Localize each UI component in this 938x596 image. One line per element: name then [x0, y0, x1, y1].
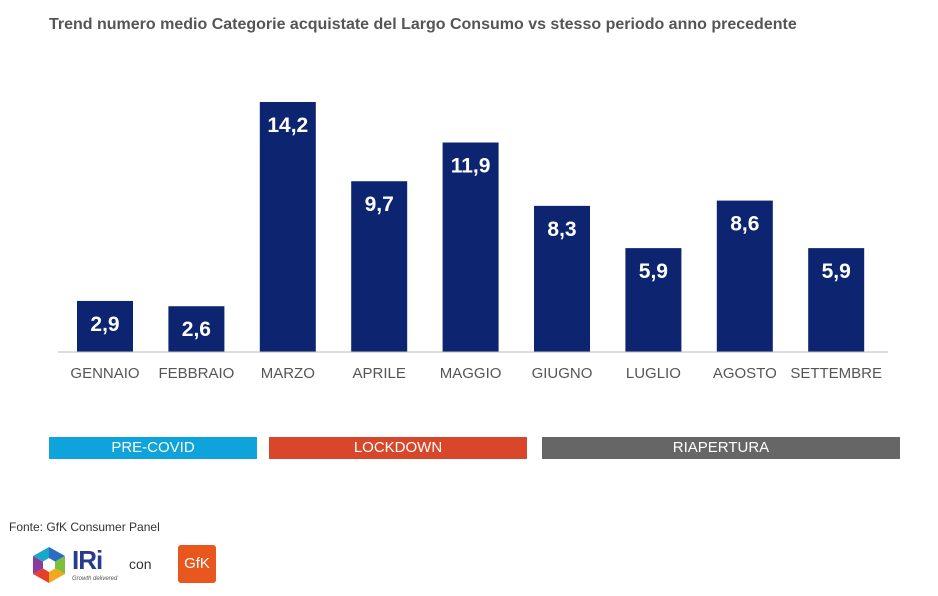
iri-logo-icon — [30, 546, 68, 584]
value-label: 9,7 — [365, 193, 394, 216]
category-label: FEBBRAIO — [158, 365, 234, 382]
category-label: SETTEMBRE — [790, 365, 882, 382]
period-riapertura: RIAPERTURA — [542, 437, 900, 459]
value-label: 14,2 — [267, 114, 308, 137]
bar-marzo — [260, 102, 316, 352]
iri-logo-tagline: Growth delivered — [72, 576, 117, 582]
value-label: 5,9 — [822, 260, 851, 283]
category-label: MAGGIO — [440, 365, 502, 382]
logo-connector: con — [129, 556, 152, 572]
value-label: 8,3 — [547, 218, 576, 241]
period-pre-covid: PRE-COVID — [49, 437, 257, 459]
period-lockdown: LOCKDOWN — [269, 437, 527, 459]
value-label: 11,9 — [451, 154, 491, 177]
value-label: 5,9 — [639, 260, 668, 283]
gfk-logo: GfK — [178, 545, 216, 583]
source-note: Fonte: GfK Consumer Panel — [9, 520, 160, 534]
category-label: LUGLIO — [626, 365, 681, 382]
value-label: 2,9 — [90, 313, 119, 336]
category-label: AGOSTO — [713, 365, 777, 382]
category-label: GENNAIO — [70, 365, 139, 382]
value-label: 2,6 — [182, 318, 211, 341]
category-label: GIUGNO — [532, 365, 593, 382]
category-label: MARZO — [261, 365, 315, 382]
category-label: APRILE — [353, 365, 406, 382]
iri-logo-text: IRi — [72, 545, 102, 576]
bar-chart: 2,9 2,6 14,2 9,7 11,9 8,3 5,9 8,6 5,9 GENNAIO FEB… — [0, 0, 938, 400]
value-label: 8,6 — [730, 213, 759, 236]
